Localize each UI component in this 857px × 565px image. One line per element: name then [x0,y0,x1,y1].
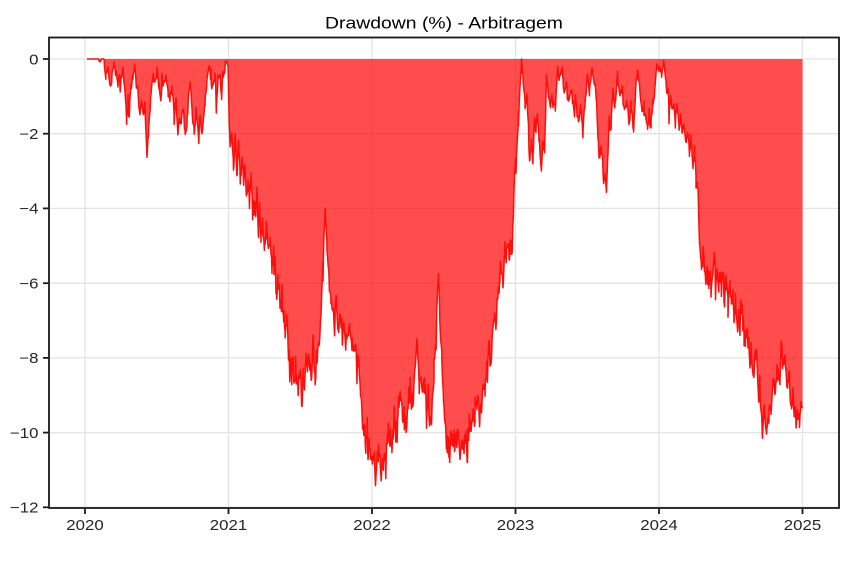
svg-text:2024: 2024 [640,518,678,534]
svg-text:−2: −2 [19,127,38,143]
svg-text:2023: 2023 [497,518,535,534]
svg-text:2021: 2021 [210,518,247,534]
svg-text:2022: 2022 [353,518,390,534]
svg-text:−4: −4 [19,202,38,218]
svg-text:−8: −8 [19,351,38,367]
svg-text:−10: −10 [10,426,39,442]
svg-text:Drawdown (%) - Arbitragem: Drawdown (%) - Arbitragem [325,13,563,32]
svg-text:2025: 2025 [784,518,822,534]
svg-text:2020: 2020 [66,518,104,534]
svg-text:0: 0 [29,52,39,68]
svg-text:−12: −12 [10,501,39,517]
svg-text:−6: −6 [19,276,38,292]
